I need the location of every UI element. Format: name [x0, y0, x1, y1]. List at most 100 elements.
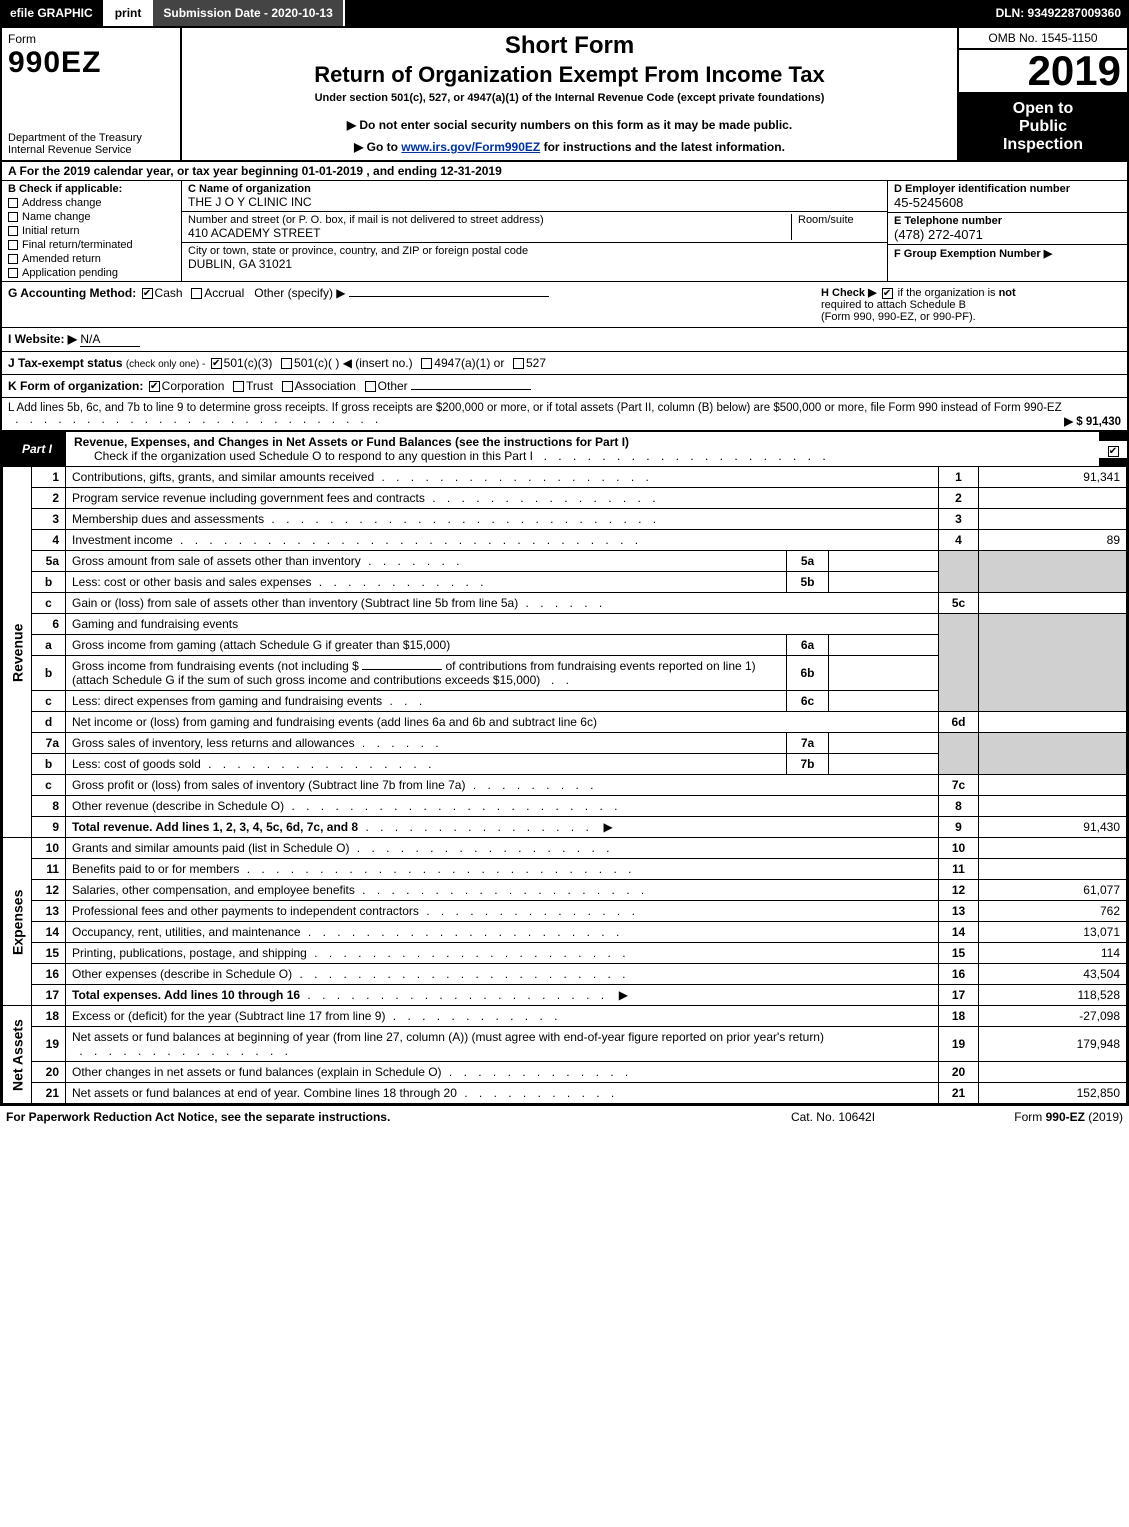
line-10-num: 10 — [32, 838, 66, 859]
chk-corporation[interactable] — [149, 381, 160, 392]
line-18-num: 18 — [32, 1006, 66, 1027]
row-j: J Tax-exempt status (check only one) - 5… — [2, 352, 1127, 375]
line-7b-sub: 7b — [787, 754, 829, 775]
chk-527[interactable] — [513, 358, 524, 369]
line-15-num: 15 — [32, 943, 66, 964]
addr-value: 410 ACADEMY STREET — [188, 226, 791, 240]
line-9-num: 9 — [32, 817, 66, 838]
line-19-desc: Net assets or fund balances at beginning… — [72, 1030, 824, 1044]
line-15-amt: 114 — [979, 943, 1127, 964]
side-expenses: Expenses — [3, 838, 32, 1006]
room-suite-label: Room/suite — [791, 214, 881, 240]
chk-501c3[interactable] — [211, 358, 222, 369]
return-title: Return of Organization Exempt From Incom… — [190, 62, 949, 88]
part1-bar: Part I Revenue, Expenses, and Changes in… — [2, 432, 1127, 466]
line-6-num: 6 — [32, 614, 66, 635]
line-20-num: 20 — [32, 1062, 66, 1083]
line-16-box: 16 — [939, 964, 979, 985]
print-button[interactable]: print — [105, 0, 154, 26]
g-label: G Accounting Method: — [8, 286, 136, 300]
chk-final-return[interactable]: Final return/terminated — [8, 239, 175, 251]
line-7a-desc: Gross sales of inventory, less returns a… — [72, 736, 355, 750]
footer-right: Form 990-EZ (2019) — [923, 1110, 1123, 1124]
financial-table: Revenue 1 Contributions, gifts, grants, … — [2, 466, 1127, 1104]
h-text1: if the organization is — [898, 287, 999, 299]
f-label: F Group Exemption Number ▶ — [894, 247, 1121, 260]
line-5b-desc: Less: cost or other basis and sales expe… — [72, 575, 311, 589]
line-16-num: 16 — [32, 964, 66, 985]
form-container: Form 990EZ Department of the Treasury In… — [0, 26, 1129, 1106]
chk-accrual[interactable] — [191, 288, 202, 299]
chk-trust[interactable] — [233, 381, 244, 392]
line-11-desc: Benefits paid to or for members — [72, 862, 239, 876]
tax-year-line: A For the 2019 calendar year, or tax yea… — [2, 162, 1127, 181]
line-4-desc: Investment income — [72, 533, 173, 547]
part1-tag: Part I — [2, 439, 66, 459]
line-17-desc: Total expenses. Add lines 10 through 16 — [72, 988, 300, 1002]
line-17-box: 17 — [939, 985, 979, 1006]
chk-other-org[interactable] — [365, 381, 376, 392]
line-7b-val — [829, 754, 939, 775]
chk-cash[interactable] — [142, 288, 153, 299]
line-2-box: 2 — [939, 488, 979, 509]
line-18-box: 18 — [939, 1006, 979, 1027]
chk-association[interactable] — [282, 381, 293, 392]
line-9-amt: 91,430 — [979, 817, 1127, 838]
line-6b-input[interactable] — [362, 669, 442, 670]
chk-application-pending[interactable]: Application pending — [8, 267, 175, 279]
chk-address-change[interactable]: Address change — [8, 197, 175, 209]
line-7a-val — [829, 733, 939, 754]
k-other-input[interactable] — [411, 389, 531, 390]
goto-line: ▶ Go to www.irs.gov/Form990EZ for instru… — [190, 140, 949, 154]
org-name: THE J O Y CLINIC INC — [188, 195, 881, 209]
k-corp: Corporation — [162, 379, 225, 393]
d-label: D Employer identification number — [894, 183, 1121, 195]
addr-label: Number and street (or P. O. box, if mail… — [188, 214, 791, 226]
g-other-input[interactable] — [349, 296, 549, 297]
top-bar: efile GRAPHIC print Submission Date - 20… — [0, 0, 1129, 26]
section-c: C Name of organization THE J O Y CLINIC … — [182, 181, 887, 281]
h-text3: (Form 990, 990-EZ, or 990-PF). — [821, 311, 1121, 323]
line-7c-desc: Gross profit or (loss) from sales of inv… — [72, 778, 465, 792]
line-14-num: 14 — [32, 922, 66, 943]
j-small: (check only one) - — [126, 359, 205, 370]
line-14-amt: 13,071 — [979, 922, 1127, 943]
line-6a-desc: Gross income from gaming (attach Schedul… — [66, 635, 787, 656]
irs-link[interactable]: www.irs.gov/Form990EZ — [401, 140, 540, 154]
row-g-h: G Accounting Method: Cash Accrual Other … — [2, 282, 1127, 328]
chk-schedule-o[interactable] — [1108, 446, 1119, 457]
k-other: Other — [378, 379, 408, 393]
open-line1: Open to — [961, 100, 1125, 118]
chk-4947[interactable] — [421, 358, 432, 369]
line-6c-desc: Less: direct expenses from gaming and fu… — [72, 694, 382, 708]
line-12-desc: Salaries, other compensation, and employ… — [72, 883, 355, 897]
side-netassets: Net Assets — [3, 1006, 32, 1104]
chk-amended-return[interactable]: Amended return — [8, 253, 175, 265]
website-value: N/A — [80, 332, 140, 347]
form-number: 990EZ — [8, 46, 174, 80]
line-1-desc: Contributions, gifts, grants, and simila… — [72, 470, 374, 484]
chk-name-change[interactable]: Name change — [8, 211, 175, 223]
c-label: C Name of organization — [188, 183, 881, 195]
line-13-amt: 762 — [979, 901, 1127, 922]
short-form-title: Short Form — [190, 32, 949, 60]
line-6c-num: c — [32, 691, 66, 712]
line-6a-sub: 6a — [787, 635, 829, 656]
line-5a-val — [829, 551, 939, 572]
city-label: City or town, state or province, country… — [188, 245, 881, 257]
line-6b-num: b — [32, 656, 66, 691]
line-8-num: 8 — [32, 796, 66, 817]
line-3-amt — [979, 509, 1127, 530]
line-21-desc: Net assets or fund balances at end of ye… — [72, 1086, 457, 1100]
dept-irs: Internal Revenue Service — [8, 144, 174, 156]
g-accrual: Accrual — [204, 286, 244, 300]
chk-h[interactable] — [882, 288, 893, 299]
chk-initial-return[interactable]: Initial return — [8, 225, 175, 237]
g-other: Other (specify) ▶ — [254, 286, 345, 300]
line-11-amt — [979, 859, 1127, 880]
e-label: E Telephone number — [894, 215, 1121, 227]
chk-501c[interactable] — [281, 358, 292, 369]
form-header: Form 990EZ Department of the Treasury In… — [2, 28, 1127, 162]
part1-title: Revenue, Expenses, and Changes in Net As… — [66, 432, 1099, 466]
line-5b-val — [829, 572, 939, 593]
